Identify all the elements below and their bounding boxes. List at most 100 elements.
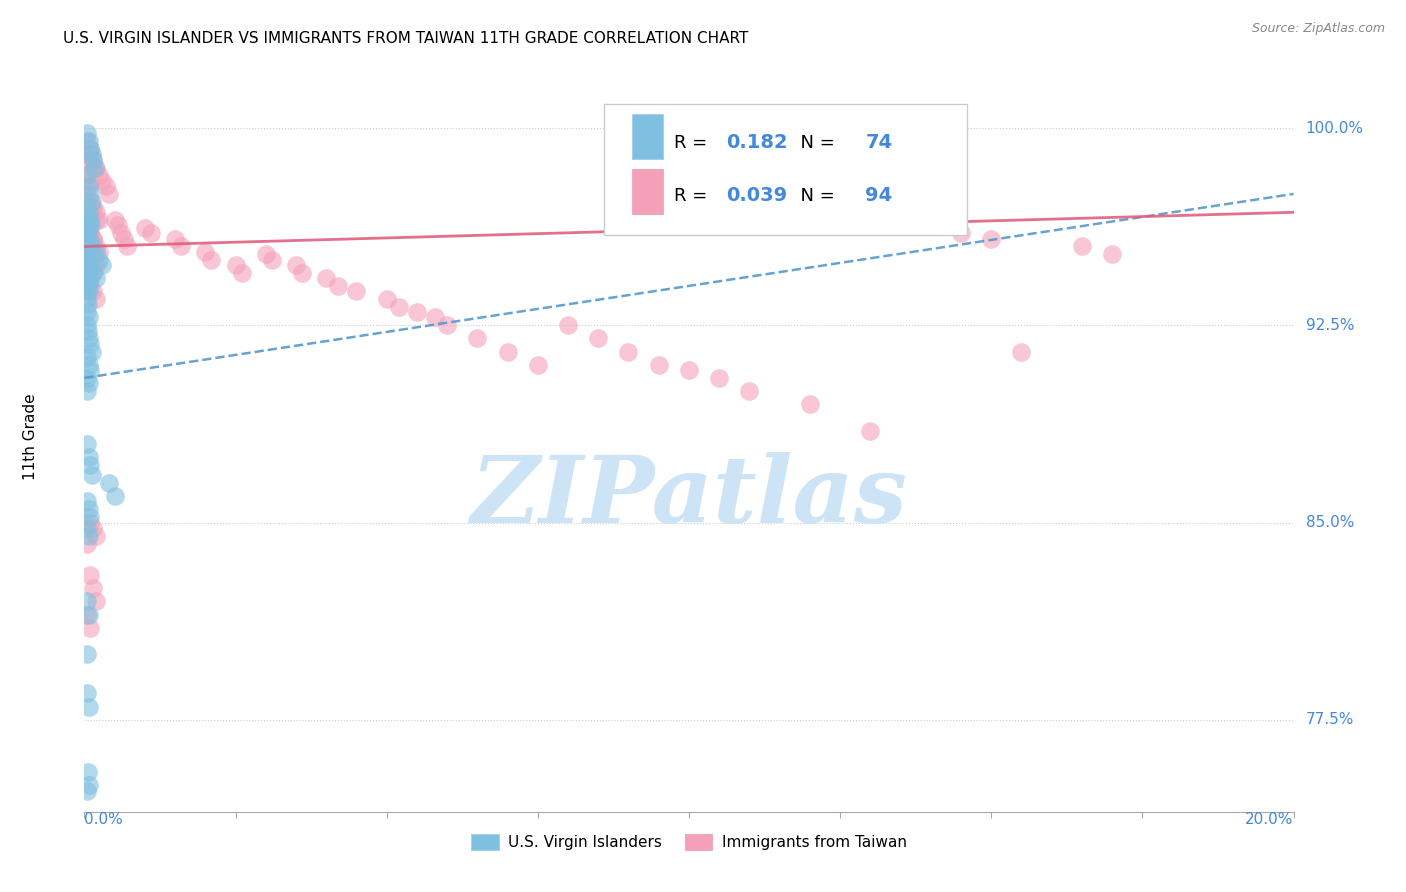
Point (79, 363, 101, 377)
Legend: U.S. Virgin Islanders, Immigrants from Taiwan: U.S. Virgin Islanders, Immigrants from T… (465, 829, 912, 856)
Point (89, 244, 111, 259)
FancyBboxPatch shape (605, 103, 967, 235)
Point (86, 213, 108, 227)
Point (194, 244, 217, 259)
Point (76, 305, 98, 319)
Point (79, 244, 101, 259)
Point (76, 271, 98, 285)
Text: 11th Grade: 11th Grade (24, 393, 38, 481)
Point (291, 266, 314, 280)
Point (82, 153, 104, 167)
Point (79, 200, 101, 214)
Point (79, 174, 101, 188)
Point (77, 450, 100, 464)
Point (89, 169, 111, 183)
Point (76, 607, 98, 622)
Point (77, 258, 100, 272)
Point (76, 384, 98, 398)
Point (104, 489, 127, 503)
Point (86, 244, 108, 259)
Point (76, 279, 98, 293)
Point (79, 227, 101, 241)
Point (648, 358, 671, 372)
Point (76, 521, 98, 535)
Point (76, 494, 98, 508)
Text: 0.182: 0.182 (727, 133, 787, 152)
Point (165, 231, 187, 245)
Point (77, 260, 100, 275)
Point (104, 213, 127, 227)
Point (1101, 247, 1123, 261)
Point (76, 231, 98, 245)
Point (79, 213, 101, 227)
Point (86, 529, 108, 543)
Point (77, 239, 100, 253)
Point (76, 179, 98, 194)
Point (76, 147, 98, 161)
Point (76, 194, 98, 209)
Point (225, 258, 247, 272)
Point (950, 227, 973, 241)
Text: ZIPatlas: ZIPatlas (471, 452, 907, 542)
Point (76, 247, 98, 261)
Point (79, 279, 101, 293)
Point (328, 279, 350, 293)
Point (76, 266, 98, 280)
Point (82, 239, 104, 253)
Point (388, 300, 411, 314)
Point (86, 239, 108, 253)
Point (77, 779, 100, 793)
Point (77, 266, 100, 280)
Point (436, 318, 458, 333)
Text: 100.0%: 100.0% (1306, 120, 1364, 136)
Point (82, 205, 104, 219)
Point (91, 258, 114, 272)
Point (77, 221, 100, 235)
Point (79, 142, 101, 156)
Point (76, 252, 98, 267)
Point (80, 468, 103, 483)
Point (231, 266, 253, 280)
Text: 77.5%: 77.5% (1306, 712, 1354, 727)
Point (79, 510, 101, 524)
Text: 85.0%: 85.0% (1306, 515, 1354, 530)
Point (79, 227, 101, 241)
Point (76, 239, 98, 253)
Point (285, 258, 308, 272)
Point (86, 205, 108, 219)
Point (423, 310, 446, 325)
Point (76, 169, 98, 183)
Point (617, 344, 640, 359)
Point (76, 200, 98, 214)
Point (76, 371, 98, 385)
Point (134, 221, 156, 235)
Point (77, 376, 100, 391)
Point (89, 213, 111, 227)
Point (738, 384, 761, 398)
Point (77, 297, 100, 311)
Point (799, 397, 821, 411)
Point (82, 161, 104, 175)
Point (86, 161, 108, 175)
Point (346, 284, 368, 298)
Text: Source: ZipAtlas.com: Source: ZipAtlas.com (1251, 22, 1385, 36)
Point (77, 699, 100, 714)
Point (170, 239, 193, 253)
Point (709, 371, 731, 385)
Point (110, 227, 132, 241)
Point (107, 219, 129, 233)
Point (80, 147, 103, 161)
Point (76, 127, 98, 141)
Point (76, 258, 98, 272)
Point (94, 179, 117, 194)
Point (84, 161, 107, 175)
Text: 20.0%: 20.0% (1246, 812, 1294, 827)
Point (1011, 344, 1033, 359)
Point (200, 252, 222, 267)
Point (76, 350, 98, 364)
Point (77, 134, 100, 148)
Point (76, 647, 98, 661)
Point (97, 186, 120, 201)
Text: N =: N = (789, 187, 841, 205)
Point (77, 765, 100, 780)
